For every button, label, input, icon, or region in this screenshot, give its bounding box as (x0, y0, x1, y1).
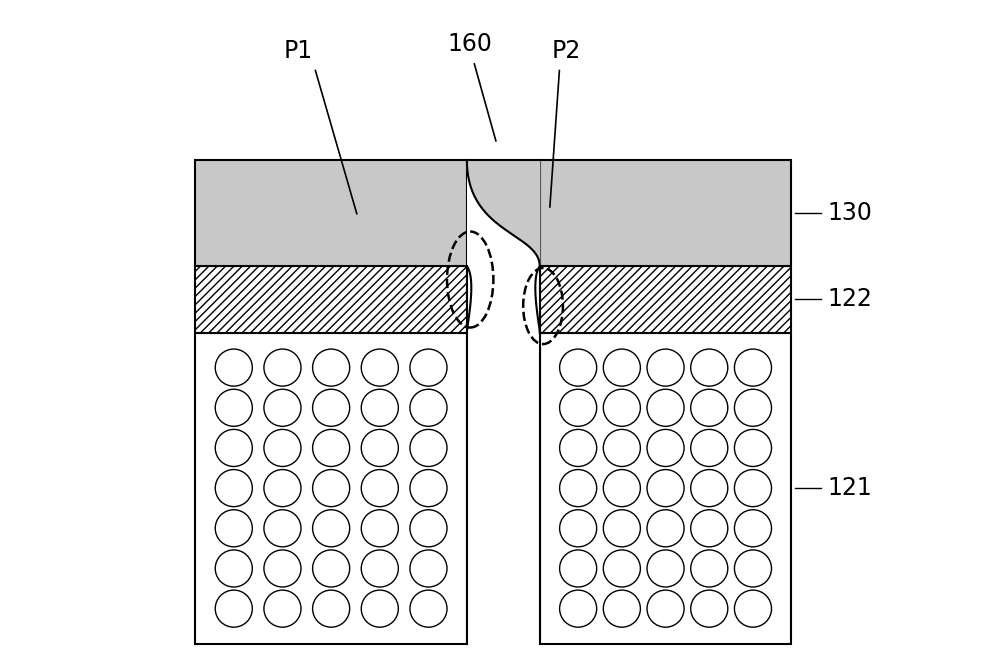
Circle shape (313, 389, 350, 426)
Circle shape (313, 349, 350, 386)
Circle shape (264, 510, 301, 547)
Circle shape (691, 430, 728, 466)
Circle shape (647, 389, 684, 426)
Circle shape (410, 550, 447, 587)
Circle shape (410, 590, 447, 627)
Circle shape (603, 430, 640, 466)
Circle shape (603, 389, 640, 426)
Circle shape (647, 469, 684, 507)
Circle shape (361, 349, 398, 386)
Polygon shape (467, 160, 540, 266)
Bar (195, 266, 467, 332)
Circle shape (215, 590, 252, 627)
Circle shape (264, 550, 301, 587)
Text: 130: 130 (828, 201, 873, 225)
Circle shape (215, 510, 252, 547)
Circle shape (313, 510, 350, 547)
Text: 122: 122 (828, 287, 873, 311)
Circle shape (647, 430, 684, 466)
Circle shape (361, 469, 398, 507)
Circle shape (734, 430, 772, 466)
Circle shape (264, 590, 301, 627)
Circle shape (647, 510, 684, 547)
Bar (195, 332, 467, 644)
Circle shape (264, 469, 301, 507)
Text: 121: 121 (828, 476, 873, 500)
Text: P2: P2 (552, 39, 581, 63)
Text: 160: 160 (448, 33, 493, 57)
Circle shape (691, 469, 728, 507)
Bar (195, 160, 467, 266)
Circle shape (647, 590, 684, 627)
Circle shape (361, 590, 398, 627)
Circle shape (560, 430, 597, 466)
Circle shape (361, 430, 398, 466)
Circle shape (734, 349, 772, 386)
Circle shape (410, 349, 447, 386)
Circle shape (734, 510, 772, 547)
Circle shape (603, 550, 640, 587)
Circle shape (734, 469, 772, 507)
Circle shape (734, 389, 772, 426)
Circle shape (313, 469, 350, 507)
Circle shape (264, 430, 301, 466)
Circle shape (734, 550, 772, 587)
Circle shape (410, 469, 447, 507)
Circle shape (691, 590, 728, 627)
Circle shape (215, 349, 252, 386)
Circle shape (691, 550, 728, 587)
Circle shape (560, 550, 597, 587)
Circle shape (361, 510, 398, 547)
Circle shape (361, 389, 398, 426)
Circle shape (603, 349, 640, 386)
Circle shape (264, 389, 301, 426)
Circle shape (313, 590, 350, 627)
Bar (467, 160, 540, 644)
Circle shape (560, 590, 597, 627)
Circle shape (215, 389, 252, 426)
Circle shape (215, 469, 252, 507)
Circle shape (410, 510, 447, 547)
Circle shape (264, 349, 301, 386)
Circle shape (560, 349, 597, 386)
Circle shape (560, 510, 597, 547)
Circle shape (215, 550, 252, 587)
Circle shape (410, 389, 447, 426)
Bar (540, 332, 791, 644)
Circle shape (691, 510, 728, 547)
Circle shape (647, 550, 684, 587)
Text: P1: P1 (283, 39, 313, 63)
Circle shape (313, 430, 350, 466)
Circle shape (691, 349, 728, 386)
Circle shape (647, 349, 684, 386)
Circle shape (560, 389, 597, 426)
Bar (540, 160, 791, 266)
Circle shape (361, 550, 398, 587)
Circle shape (603, 590, 640, 627)
Circle shape (215, 430, 252, 466)
Circle shape (691, 389, 728, 426)
Circle shape (603, 510, 640, 547)
Bar (540, 266, 791, 332)
Circle shape (603, 469, 640, 507)
Circle shape (560, 469, 597, 507)
Circle shape (313, 550, 350, 587)
Circle shape (410, 430, 447, 466)
Circle shape (734, 590, 772, 627)
